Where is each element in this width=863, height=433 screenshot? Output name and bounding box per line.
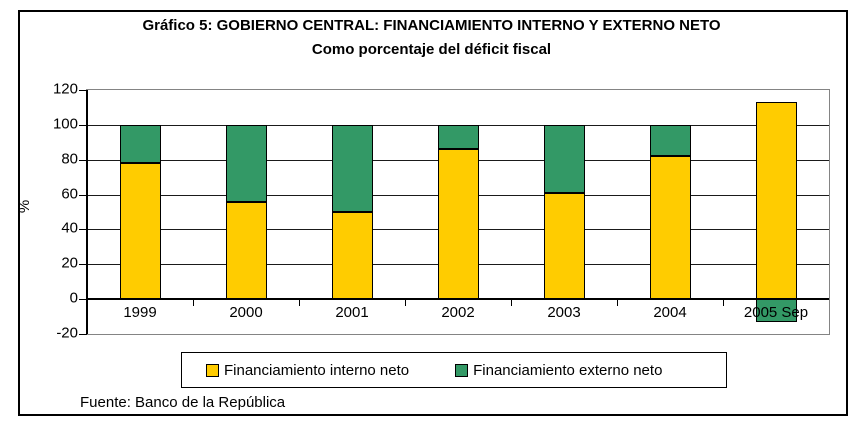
y-axis-label: 60 — [61, 185, 78, 203]
x-axis-tick — [299, 299, 300, 307]
y-axis-label: -20 — [56, 324, 78, 342]
legend-label-interno: Financiamiento interno neto — [224, 361, 410, 379]
bar-2002-interno — [437, 149, 479, 300]
y-axis-tick — [79, 334, 87, 335]
bar-2002-externo — [437, 124, 479, 150]
y-axis-tick — [79, 229, 87, 231]
chart-title: Gráfico 5: GOBIERNO CENTRAL: FINANCIAMIE… — [142, 17, 721, 34]
y-axis-tick — [79, 299, 87, 301]
legend-label-externo: Financiamiento externo neto — [473, 361, 663, 379]
x-axis-label: 2004 — [653, 304, 687, 322]
x-axis-tick — [193, 299, 194, 307]
y-axis-label: 40 — [61, 219, 78, 237]
y-axis-labels: 120 100 80 60 40 20 0 -20 — [30, 81, 78, 342]
legend-swatch-interno — [206, 363, 219, 377]
bar-2003-externo — [543, 124, 585, 193]
bar-1999-externo — [119, 124, 161, 164]
bar-2005-Sep-interno — [755, 102, 797, 300]
y-axis-label: 100 — [52, 115, 78, 133]
x-axis-label: 2002 — [441, 304, 475, 322]
y-axis-tick — [79, 264, 87, 266]
x-axis-label: 2003 — [547, 304, 581, 322]
bar-1999-interno — [119, 163, 161, 300]
legend: Financiamiento interno neto Financiamient… — [181, 352, 727, 388]
y-axis-label: 120 — [52, 80, 78, 98]
source-note: Fuente: Banco de la República — [80, 394, 286, 411]
y-axis-tick — [79, 194, 87, 196]
bar-2001-interno — [331, 212, 373, 300]
bar-2004-interno — [649, 156, 691, 300]
x-axis-tick — [723, 299, 724, 307]
y-axis-tick — [79, 90, 87, 91]
x-axis-label: 1999 — [123, 304, 157, 322]
bar-2000-externo — [225, 124, 267, 202]
x-axis-label: 2005 Sep — [743, 304, 809, 322]
x-axis-tick — [617, 299, 618, 307]
x-axis-tick — [511, 299, 512, 307]
legend-swatch-externo — [455, 363, 469, 377]
y-axis-label: 20 — [61, 254, 78, 272]
y-axis-line — [86, 90, 88, 334]
y-axis-tick — [79, 124, 87, 126]
bar-2003-interno — [543, 192, 585, 300]
x-axis-zero-line — [87, 298, 829, 301]
x-axis-label: 2000 — [229, 304, 263, 322]
y-axis-label: 80 — [61, 150, 78, 168]
x-axis-tick — [405, 299, 406, 307]
legend-item-externo: Financiamiento externo neto — [455, 362, 662, 379]
legend-item-interno: Financiamiento interno neto — [206, 362, 409, 379]
plot-area: 1999 2000 2001 2002 2003 2004 2005 Sep — [79, 89, 830, 335]
x-axis-label: 2001 — [335, 304, 369, 322]
bar-2004-externo — [649, 124, 691, 157]
bar-2000-interno — [225, 201, 267, 300]
y-axis-tick — [79, 159, 87, 161]
chart-subtitle: Como porcentaje del déficit fiscal — [311, 41, 552, 58]
bar-2001-externo — [331, 124, 373, 212]
y-axis-label: 0 — [69, 289, 78, 307]
